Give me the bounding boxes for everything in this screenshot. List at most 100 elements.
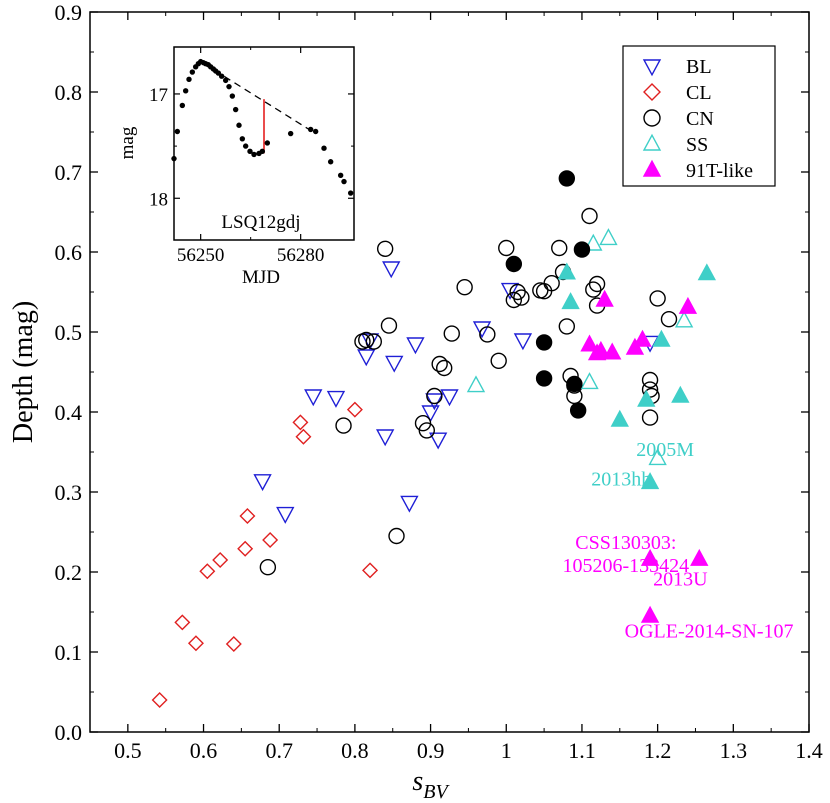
- point-cn: [660, 311, 678, 328]
- axes: 0.5 0.6 0.7 0.8 0.9 1 1.1 1.2 1.3 1.4 0.0 0.1 0.2 0.3…: [55, 0, 823, 763]
- x-tick-label: 0.6: [190, 738, 218, 763]
- point-cn: [641, 409, 659, 426]
- point-91t-like: [678, 296, 698, 314]
- point-cn: [649, 290, 666, 307]
- x-tick-label: 0.8: [341, 738, 369, 763]
- point-91t-like: [603, 342, 622, 360]
- y-tick-label: 0.1: [55, 640, 83, 665]
- point-cn: [431, 355, 448, 373]
- point-cn-filled: [535, 370, 553, 387]
- point-ss: [599, 228, 618, 246]
- x-tick-label: 1.2: [644, 738, 672, 763]
- legend-label: 91T-like: [686, 160, 753, 182]
- point-cn: [490, 352, 507, 369]
- inset-axes: 56250 56280 17 18: [149, 47, 354, 266]
- inset-point: [242, 143, 249, 149]
- point-cn-filled: [535, 334, 553, 351]
- point-cn: [588, 275, 606, 293]
- point-cn: [551, 239, 568, 257]
- point-cn: [505, 291, 523, 309]
- point-bl: [304, 389, 323, 407]
- inset-point: [347, 190, 354, 196]
- point-cl: [239, 508, 256, 524]
- y-tick-label: 0.8: [55, 80, 83, 105]
- point-bl: [425, 393, 444, 411]
- x-tick-label: 1.3: [720, 738, 748, 763]
- x-axis-label-sub: BV: [423, 781, 450, 803]
- inset-point: [222, 77, 229, 84]
- inset-point: [239, 136, 246, 142]
- point-cn: [380, 317, 398, 334]
- point-bl: [440, 389, 459, 407]
- inset-x-axis-label: MJD: [242, 267, 280, 288]
- point-91t-like: [640, 548, 660, 566]
- point-bl: [400, 495, 419, 513]
- inset-x-tick-label: 56250: [177, 245, 225, 266]
- inset-point: [259, 148, 266, 155]
- point-ss: [580, 372, 599, 390]
- point-cn: [418, 422, 435, 439]
- point-cl: [225, 636, 242, 652]
- annotation-label: CSS130303: 105206-133424: [563, 532, 690, 577]
- point-bl: [406, 337, 425, 355]
- inset-point: [232, 106, 239, 113]
- point-ss-filled: [697, 263, 717, 281]
- x-tick-label: 1.1: [568, 738, 596, 763]
- point-cn: [358, 331, 375, 349]
- point-cn: [581, 207, 598, 225]
- y-tick-label: 0.7: [55, 160, 83, 185]
- inset-point: [312, 128, 319, 135]
- point-91t-like: [690, 548, 709, 566]
- point-ss-filled: [671, 385, 690, 403]
- legend-label: SS: [686, 134, 708, 156]
- y-tick-label: 0.4: [55, 400, 83, 425]
- inset-point: [174, 128, 181, 135]
- point-cn: [585, 281, 602, 298]
- point-91t-like: [633, 329, 652, 347]
- y-tick-label: 0.3: [55, 480, 83, 505]
- point-cn-filled: [573, 241, 591, 258]
- point-cn-filled: [566, 375, 583, 393]
- inset-point: [337, 172, 344, 179]
- y-tick-label: 0.2: [55, 560, 83, 585]
- annotation-label: 2013U: [653, 569, 708, 591]
- inset-point: [287, 130, 294, 137]
- inset-y-axis-label: mag: [117, 126, 138, 159]
- legend-marker: [643, 109, 661, 127]
- legend-marker: [642, 159, 662, 177]
- legend-marker: [643, 83, 661, 101]
- inset-lightcurve: 56250 56280 17 18 LSQ12gdj MJD mag: [117, 46, 355, 288]
- point-bl: [472, 321, 492, 339]
- annotation-line: CSS130303:: [575, 532, 676, 554]
- legend: BL CL CN SS 91T-like: [642, 56, 753, 182]
- point-cl: [292, 414, 309, 431]
- x-tick-label: 0.7: [265, 738, 293, 763]
- point-cn: [388, 527, 405, 545]
- point-91t-like: [591, 340, 611, 358]
- point-cn: [365, 333, 383, 350]
- point-cn-filled: [558, 170, 576, 187]
- inset-point: [229, 93, 236, 99]
- x-tick-label: 1.4: [795, 738, 823, 763]
- point-cn: [543, 275, 560, 292]
- point-ss: [648, 448, 667, 466]
- point-cn: [479, 326, 496, 343]
- point-cl: [199, 563, 216, 580]
- x-axis-label-main: s: [412, 766, 423, 797]
- point-cn: [376, 240, 394, 258]
- point-cn: [558, 318, 576, 335]
- point-cl: [346, 401, 363, 418]
- x-tick-label: 0.9: [417, 738, 445, 763]
- inset-point: [321, 145, 327, 151]
- inset-point: [189, 69, 196, 75]
- point-cn: [426, 387, 443, 405]
- inset-point: [218, 73, 225, 79]
- point-cn-filled: [505, 255, 523, 273]
- annotation-line: 105206-133424: [563, 555, 690, 577]
- legend-marker: [642, 59, 662, 77]
- point-bl: [500, 282, 520, 300]
- inset-point: [179, 102, 186, 109]
- legend-label: CN: [686, 108, 714, 130]
